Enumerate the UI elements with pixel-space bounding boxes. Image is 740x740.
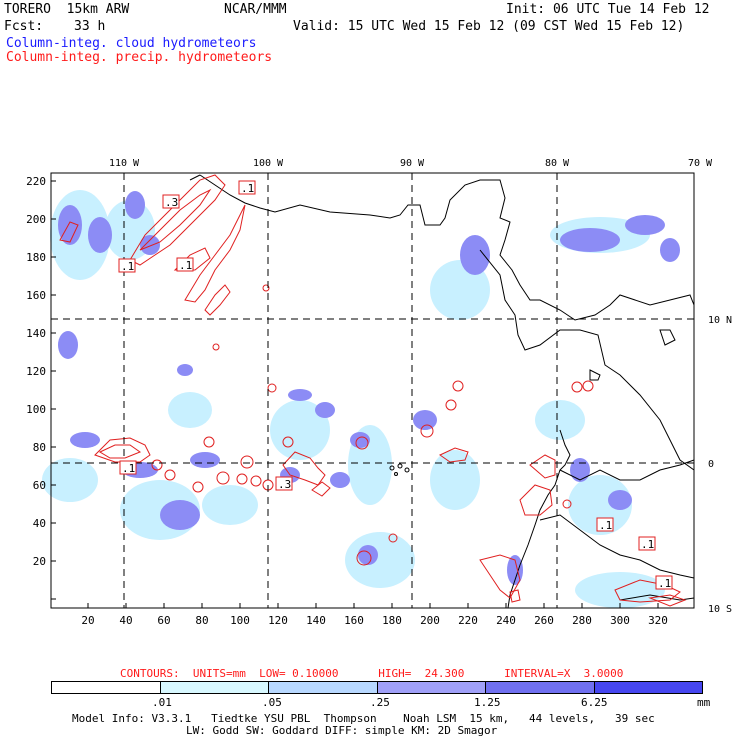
lon-label: 100 W (253, 158, 284, 169)
contour-label: .1 (241, 182, 254, 195)
legend-swatch (377, 682, 486, 693)
x-tick-label: 260 (534, 614, 554, 627)
field-cloud-hydrometeors: Column-integ. cloud hydrometeors (6, 36, 257, 51)
x-tick-label: 80 (195, 614, 208, 627)
y-tick-label: 100 (26, 403, 46, 416)
x-tick-label: 280 (572, 614, 592, 627)
y-tick-label: 120 (26, 365, 46, 378)
lon-label: 110 W (109, 158, 140, 169)
contour-info: CONTOURS: UNITS=mm LOW= 0.10000 HIGH= 24… (120, 667, 624, 680)
cloud-light-areas (42, 190, 665, 608)
y-tick-labels: 220 200 180 160 140 120 100 80 60 40 20 (26, 175, 46, 568)
forecast-label: Fcst: (4, 19, 44, 34)
lon-label: 80 W (545, 158, 570, 169)
lat-label: 10 S (708, 604, 732, 615)
lat-label: 10 N (708, 315, 732, 326)
y-tick-label: 80 (33, 441, 46, 454)
lon-label: 90 W (400, 158, 425, 169)
x-tick-labels: 20 40 60 80 100 120 140 160 180 200 220 … (81, 614, 668, 627)
legend-swatch (269, 682, 378, 693)
contour-label: .1 (641, 538, 654, 551)
contour-label: .3 (278, 478, 291, 491)
legend-tick: .05 (262, 696, 282, 709)
contour-label: .1 (179, 259, 192, 272)
coastline (189, 174, 695, 609)
legend-unit: mm (697, 696, 711, 709)
contour-label: .1 (122, 462, 135, 475)
lat-labels: 10 N 0 10 S (708, 315, 732, 615)
legend-tick: 1.25 (474, 696, 501, 709)
lat-lon-grid (51, 173, 694, 608)
y-tick-label: 40 (33, 517, 46, 530)
contour-label: .3 (165, 196, 178, 209)
model-info: Model Info: V3.3.1 Tiedtke YSU PBL Thomp… (72, 712, 655, 725)
cloud-medium-areas (58, 191, 680, 585)
x-tick-label: 320 (648, 614, 668, 627)
legend-swatch (160, 682, 269, 693)
lon-label: 70 W (688, 158, 713, 169)
legend-tick: .25 (370, 696, 390, 709)
x-tick-label: 220 (458, 614, 478, 627)
y-tick-label: 20 (33, 555, 46, 568)
x-tick-label: 140 (306, 614, 326, 627)
contour-label: .1 (121, 260, 134, 273)
contour-label: .1 (658, 577, 671, 590)
contour-labels: .1 .3 .1 .1 .1 .3 .1 .1 .1 (121, 182, 671, 590)
y-tick-label: 60 (33, 479, 46, 492)
valid-time: Valid: 15 UTC Wed 15 Feb 12 (09 CST Wed … (293, 19, 685, 34)
x-tick-label: 240 (496, 614, 516, 627)
plot-frame (50, 172, 695, 609)
legend-color-bar (51, 681, 703, 694)
x-tick-label: 100 (230, 614, 250, 627)
org-label: NCAR/MMM (224, 2, 287, 17)
model-title: TORERO 15km ARW (4, 2, 130, 17)
x-tick-label: 40 (119, 614, 132, 627)
forecast-hour: 33 h (74, 19, 106, 34)
x-tick-label: 20 (81, 614, 94, 627)
legend-swatch (486, 682, 595, 693)
x-tick-label: 120 (268, 614, 288, 627)
model-physics: LW: Godd SW: Goddard DIFF: simple KM: 2D… (186, 724, 498, 737)
legend-tick: .01 (152, 696, 172, 709)
init-time: Init: 06 UTC Tue 14 Feb 12 (506, 2, 710, 17)
x-tick-label: 60 (157, 614, 170, 627)
y-tick-label: 160 (26, 289, 46, 302)
contour-label-boxes (118, 180, 673, 590)
contour-label: .1 (599, 519, 612, 532)
x-tick-label: 200 (420, 614, 440, 627)
legend-swatch (594, 682, 702, 693)
y-tick-label: 220 (26, 175, 46, 188)
x-tick-label: 300 (610, 614, 630, 627)
legend-swatch (52, 682, 161, 693)
x-tick-label: 180 (382, 614, 402, 627)
y-tick-label: 180 (26, 251, 46, 264)
y-tick-label: 140 (26, 327, 46, 340)
axis-ticks (51, 180, 659, 608)
lon-labels: 110 W 100 W 90 W 80 W 70 W (109, 158, 713, 169)
lat-label: 0 (708, 459, 714, 470)
legend-tick: 6.25 (581, 696, 608, 709)
field-precip-hydrometeors: Column-integ. precip. hydrometeors (6, 50, 273, 65)
x-tick-label: 160 (344, 614, 364, 627)
y-tick-label: 200 (26, 213, 46, 226)
